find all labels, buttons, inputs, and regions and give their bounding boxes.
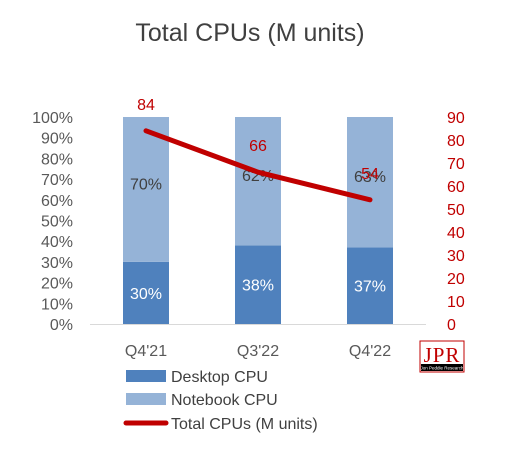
- bar-label-notebook-cpu-0: 70%: [130, 176, 162, 193]
- logo-text: JPR: [424, 343, 461, 367]
- line-label-0: 84: [137, 97, 155, 114]
- y-right-tick-label: 90: [447, 110, 465, 127]
- y-right-tick-label: 30: [447, 248, 465, 265]
- bar-desktop-cpu-2: [347, 247, 393, 324]
- logo-subtext: Jon Peddie Research: [420, 366, 464, 371]
- y-right-tick-label: 60: [447, 179, 465, 196]
- y-left-tick-label: 70%: [41, 172, 73, 189]
- axes-group: 0% 10% 20% 30% 40% 50% 60% 70% 80% 90% 100% 0 10 20 30…: [32, 110, 465, 360]
- chart-title: Total CPUs (M units): [135, 19, 364, 47]
- legend-swatch: [126, 370, 166, 382]
- line-label-1: 66: [249, 138, 267, 155]
- y-right-tick-label: 20: [447, 271, 465, 288]
- bar-notebook-cpu-0: [123, 117, 169, 262]
- y-left-tick-label: 20%: [41, 276, 73, 293]
- y-right-tick-label: 40: [447, 225, 465, 242]
- y-left-tick-label: 50%: [41, 214, 73, 231]
- y-right-tick-label: 50: [447, 202, 465, 219]
- legend-label: Desktop CPU: [171, 369, 268, 386]
- bar-notebook-cpu-1: [235, 117, 281, 246]
- bar-label-desktop-cpu-2: 37%: [354, 279, 386, 296]
- bar-desktop-cpu-1: [235, 245, 281, 324]
- bar-label-notebook-cpu-2: 63%: [354, 169, 386, 186]
- legend: Desktop CPU Notebook CPU Total CPUs (M uni…: [123, 369, 318, 433]
- line-total-cpus: [143, 128, 373, 203]
- bar-desktop-cpu-0: [123, 261, 169, 324]
- y-left-tick-label: 60%: [41, 193, 73, 210]
- y-left-tick-label: 10%: [41, 296, 73, 313]
- y-right-tick-label: 80: [447, 133, 465, 150]
- y-right-tick-label: 0: [447, 317, 456, 334]
- bar-notebook-cpu-2: [347, 117, 393, 248]
- legend-label: Total CPUs (M units): [171, 416, 318, 433]
- y-left-tick-label: 80%: [41, 151, 73, 168]
- y-right-tick-label: 10: [447, 294, 465, 311]
- x-tick-label: Q4'22: [349, 343, 391, 360]
- y-left-tick-label: 40%: [41, 234, 73, 251]
- y-right-tick-label: 70: [447, 156, 465, 173]
- y-left-tick-label: 0%: [50, 317, 73, 334]
- x-tick-label: Q4'21: [125, 343, 167, 360]
- y-left-tick-label: 100%: [32, 110, 73, 127]
- bar-label-desktop-cpu-0: 30%: [130, 286, 162, 303]
- logo-subtext-bar: [421, 364, 463, 371]
- line-series-group: 84 66 54: [137, 97, 379, 203]
- line-label-2: 54: [361, 166, 379, 183]
- y-left-tick-label: 90%: [41, 131, 73, 148]
- y-left-tick-label: 30%: [41, 255, 73, 272]
- bars-group: 30%70%38%62%37%63%: [123, 117, 393, 324]
- legend-label: Notebook CPU: [171, 392, 278, 409]
- legend-swatch: [126, 393, 166, 405]
- bar-label-desktop-cpu-1: 38%: [242, 278, 274, 295]
- x-tick-label: Q3'22: [237, 343, 279, 360]
